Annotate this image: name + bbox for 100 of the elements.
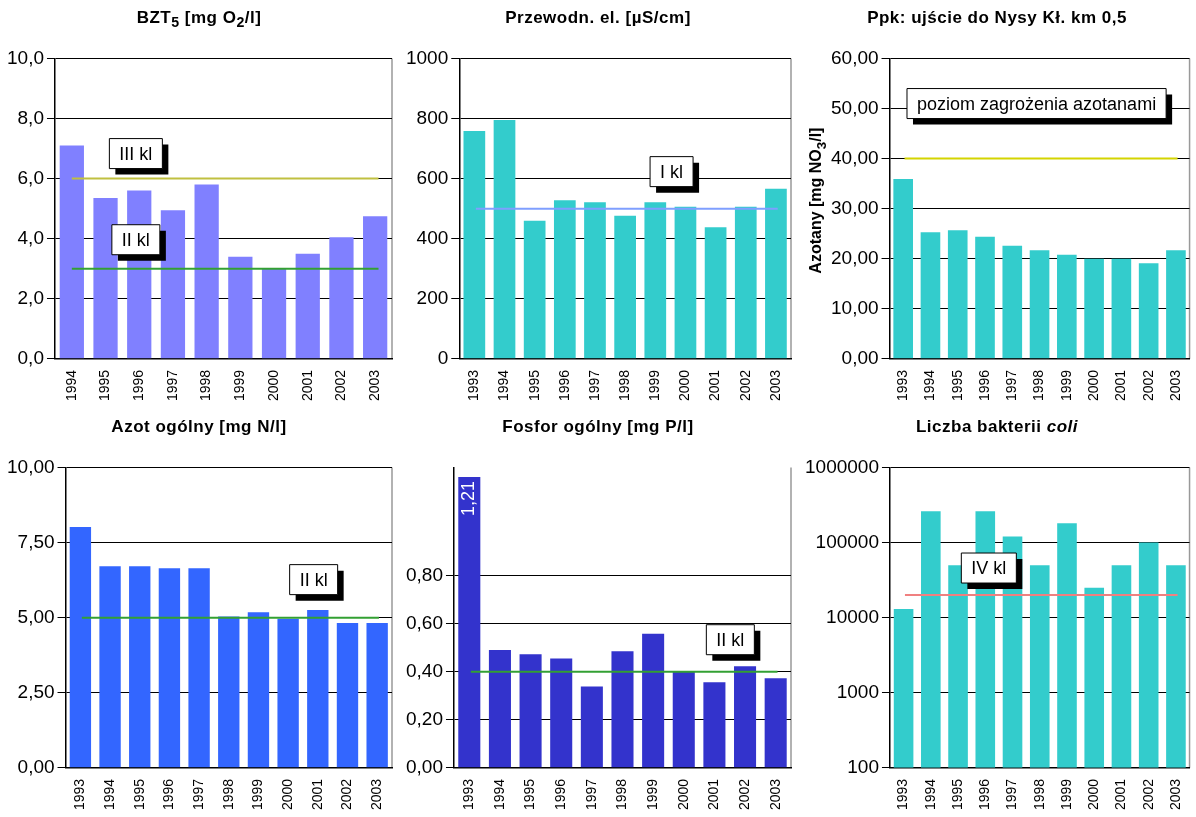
x-tick-label: 1999: [1057, 778, 1074, 811]
y-tick-label: 8,0: [17, 106, 44, 128]
x-tick-label: 2002: [1139, 778, 1156, 811]
y-tick-label: 0,0: [17, 347, 44, 369]
x-tick-label: 1996: [976, 778, 993, 811]
bar: [228, 256, 253, 359]
bar: [893, 179, 913, 359]
y-tick-label: 2,50: [17, 680, 55, 702]
chart-title: Ppk: ujście do Nysy Kł. km 0,5: [866, 8, 1128, 28]
bar: [218, 616, 240, 768]
y-tick-label: 1000: [836, 680, 879, 702]
x-tick-label: 2000: [1084, 369, 1101, 402]
ref-line-label: III kl: [119, 143, 153, 164]
bar: [1166, 250, 1186, 359]
y-tick-label: 4,0: [17, 226, 44, 248]
y-tick-label: 50,00: [831, 96, 879, 118]
bar: [247, 612, 270, 768]
x-tick-label: 1993: [894, 778, 911, 811]
y-tick-label: 0,60: [406, 611, 443, 633]
x-tick-label: 2003: [368, 778, 385, 811]
x-tick-label: 1998: [1030, 778, 1047, 811]
x-tick-label: 1998: [613, 778, 630, 811]
bar: [129, 566, 151, 768]
y-tick-label: 10000: [826, 605, 879, 627]
x-tick-label: 1999: [249, 778, 266, 811]
ref-line-label: IV kl: [971, 557, 1007, 578]
bar: [734, 666, 757, 768]
bar: [614, 215, 636, 359]
bar: [584, 202, 606, 359]
bar: [611, 651, 634, 768]
chart-title: Fosfor ogólny [mg P/l]: [501, 417, 695, 437]
y-tick-label: 100: [847, 756, 879, 778]
bar: [1002, 245, 1023, 359]
y-tick-label: 400: [416, 226, 449, 248]
bar: [642, 633, 665, 768]
x-tick-label: 2002: [338, 778, 355, 811]
ref-line-label: II kl: [716, 629, 745, 650]
bar: [674, 206, 697, 359]
bar: [672, 671, 695, 768]
x-tick-label: 1994: [62, 369, 79, 402]
x-tick-label: 1997: [189, 778, 206, 811]
ref-line-label: I kl: [660, 161, 684, 182]
y-tick-label: 600: [416, 166, 449, 188]
y-tick-label: 0,00: [841, 347, 879, 369]
ref-line-label: poziom zagrożenia azotanami: [916, 93, 1157, 114]
bar: [553, 200, 576, 359]
chart-title: BZT$_{5}$ [mg O$_{2}$/l]: [135, 8, 263, 31]
bar: [99, 566, 121, 768]
x-tick-label: 1996: [555, 369, 572, 402]
bar: [336, 623, 359, 768]
y-tick-label: 0,00: [17, 756, 55, 778]
y-tick-label: 0: [437, 347, 449, 369]
y-tick-label: 10,0: [7, 46, 44, 68]
x-tick-label: 1995: [948, 369, 965, 402]
x-tick-label: 1993: [71, 778, 88, 811]
x-tick-label: 2001: [298, 369, 315, 402]
bar: [188, 568, 210, 768]
bar: [920, 232, 941, 359]
y-tick-label: 1000: [405, 46, 449, 68]
y-tick-label: 30,00: [831, 196, 879, 218]
bar: [488, 650, 511, 768]
bar: [975, 236, 995, 359]
y-tick-label: 200: [416, 287, 449, 308]
x-tick-label: 1996: [130, 369, 147, 402]
x-tick-label: 1995: [96, 369, 113, 402]
x-tick-label: 2001: [705, 778, 722, 811]
x-tick-label: 2003: [766, 369, 783, 402]
bar: [366, 623, 388, 768]
x-tick-label: 1998: [1030, 369, 1047, 402]
data-label: 1,21: [458, 481, 479, 517]
y-tick-label: 10,00: [7, 455, 55, 477]
x-tick-label: 2001: [1112, 778, 1129, 811]
bar: [764, 678, 787, 768]
chart-title: Liczba bakterii coli: [914, 417, 1080, 437]
bar: [1057, 254, 1077, 359]
bar: [59, 145, 84, 359]
x-tick-label: 1998: [219, 778, 236, 811]
x-tick-label: 1995: [521, 778, 538, 811]
x-tick-label: 2001: [706, 369, 723, 402]
x-tick-label: 1996: [160, 778, 177, 811]
x-tick-label: 1994: [921, 369, 938, 402]
bar: [1138, 263, 1159, 359]
x-tick-label: 1999: [231, 369, 248, 402]
x-tick-label: 1997: [163, 369, 180, 402]
x-tick-label: 2002: [735, 778, 752, 811]
bar: [69, 526, 92, 768]
x-tick-label: 1996: [552, 778, 569, 811]
x-tick-label: 1995: [525, 369, 542, 402]
bar: [93, 198, 118, 359]
y-tick-label: 100000: [815, 530, 879, 552]
x-tick-label: 1993: [460, 778, 477, 811]
x-tick-label: 1993: [465, 369, 482, 402]
bar: [1029, 250, 1050, 359]
x-tick-label: 2003: [1166, 778, 1183, 811]
x-tick-label: 2001: [308, 778, 325, 811]
x-tick-label: 2002: [736, 369, 753, 402]
y-tick-label: 6,0: [17, 166, 44, 188]
y-tick-label: 60,00: [831, 46, 879, 68]
bar: [261, 268, 287, 359]
bar: [580, 686, 603, 768]
